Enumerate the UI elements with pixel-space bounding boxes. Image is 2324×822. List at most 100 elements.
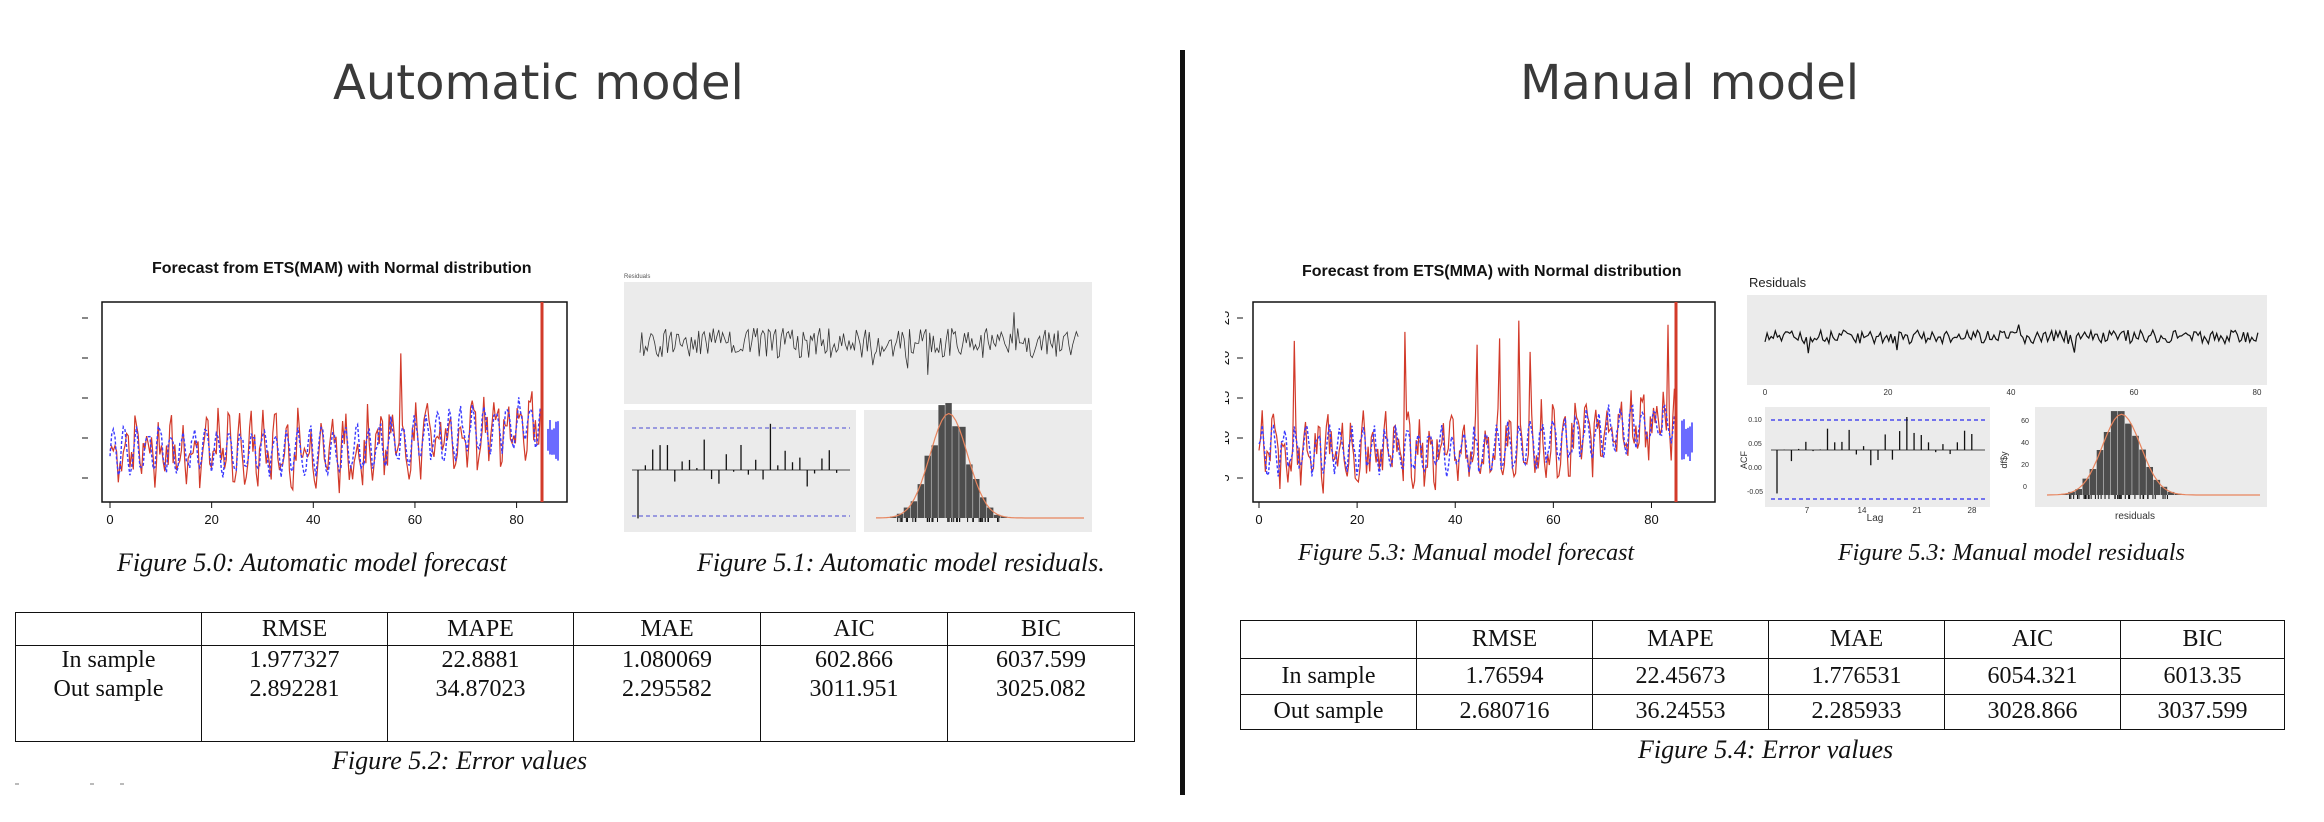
y-tick-label: 20 bbox=[1225, 351, 1232, 365]
histogram-bar bbox=[2068, 491, 2075, 495]
histogram-y-tick-label: 40 bbox=[2021, 440, 2029, 447]
y-tick-label: 5 bbox=[1225, 474, 1232, 481]
histogram-bar bbox=[973, 478, 980, 518]
table-row: In sample 1.76594 22.45673 1.776531 6054… bbox=[1240, 658, 2285, 695]
x-tick-label: 80 bbox=[2253, 388, 2262, 397]
table-cell: 602.866 bbox=[760, 645, 948, 676]
table-cell: Out sample bbox=[1240, 693, 1417, 730]
density-curve bbox=[876, 412, 1084, 519]
table-cell: 3025.082 bbox=[947, 675, 1135, 742]
table-header-cell bbox=[15, 612, 202, 646]
histogram-y-tick-label: 0 bbox=[2023, 484, 2027, 491]
table-cell: In sample bbox=[15, 645, 202, 676]
histogram-bar bbox=[917, 484, 925, 518]
plot-frame bbox=[101, 301, 568, 503]
manual-forecast-title: Forecast from ETS(MMA) with Normal distr… bbox=[1302, 263, 1682, 280]
histogram-bar bbox=[931, 445, 938, 518]
histogram-bar bbox=[959, 426, 966, 518]
table-cell: 3037.599 bbox=[2120, 693, 2285, 730]
x-tick-label: 80 bbox=[1644, 512, 1658, 527]
manual-residuals-panel: Residuals 0 20 40 60 80 ACF Lag 7 14 21 28 0.10 0.05… bbox=[1739, 275, 2267, 524]
acf-y-tick-label: 0.00 bbox=[1748, 465, 1762, 472]
histogram-bar bbox=[993, 514, 1001, 518]
histogram-bar bbox=[2167, 491, 2175, 495]
histogram-y-axis-label: df$y bbox=[1999, 451, 2009, 469]
automatic-residuals-caption: Figure 5.1: Automatic model residuals. bbox=[697, 548, 1105, 577]
histogram-bar bbox=[980, 497, 987, 518]
histogram-bar bbox=[2153, 479, 2161, 495]
residual-line bbox=[1764, 324, 2259, 354]
table-cell: 2.680716 bbox=[1416, 693, 1593, 730]
x-tick-label: 0 bbox=[1763, 388, 1768, 397]
x-tick-label: 40 bbox=[1448, 512, 1462, 527]
table-cell: 2.892281 bbox=[201, 675, 388, 742]
acf-x-tick-label: 14 bbox=[1858, 506, 1867, 515]
histogram-bar bbox=[2103, 431, 2111, 495]
histogram-bar bbox=[986, 507, 994, 518]
manual-forecast-chart: 5 10 15 20 25 0 20 40 60 80 bbox=[1225, 301, 1716, 527]
table-cell: 6037.599 bbox=[947, 645, 1135, 676]
table-header-cell bbox=[1240, 620, 1417, 659]
table-header-cell: BIC bbox=[2120, 620, 2285, 659]
y-tick-label: 25 bbox=[1225, 311, 1232, 325]
residual-line bbox=[639, 312, 1079, 375]
table-cell: Out sample bbox=[15, 675, 202, 742]
histogram-bar bbox=[945, 403, 952, 518]
density-curve bbox=[2046, 413, 2260, 496]
histogram-bar bbox=[2139, 449, 2146, 495]
table-cell: In sample bbox=[1240, 658, 1417, 695]
page-mark bbox=[90, 783, 94, 785]
table-cell: 22.45673 bbox=[1592, 658, 1769, 695]
residuals-title: Residuals bbox=[1749, 275, 1807, 290]
histogram-bar bbox=[2146, 466, 2153, 495]
x-tick-label: 0 bbox=[1255, 512, 1262, 527]
table-row: Out sample 2.892281 34.87023 2.295582 30… bbox=[15, 675, 1135, 742]
manual-table-caption: Figure 5.4: Error values bbox=[1638, 735, 1894, 764]
table-header-cell: AIC bbox=[1944, 620, 2121, 659]
acf-y-tick-label: 0.10 bbox=[1748, 417, 1762, 424]
residual-time-plot-bg bbox=[1747, 295, 2267, 385]
table-row: In sample 1.977327 22.8881 1.080069 602.… bbox=[15, 645, 1135, 676]
acf-y-tick-label: 0.05 bbox=[1748, 441, 1762, 448]
x-tick-label: 60 bbox=[2130, 388, 2139, 397]
histogram-bar bbox=[952, 426, 959, 518]
automatic-error-table: RMSE MAPE MAE AIC BIC In sample 1.977327… bbox=[15, 612, 1135, 742]
histogram-bar bbox=[2096, 449, 2104, 495]
acf-x-tick-label: 28 bbox=[1968, 506, 1977, 515]
table-cell: 1.977327 bbox=[201, 645, 388, 676]
acf-y-tick-label: -0.05 bbox=[1747, 489, 1763, 496]
x-tick-label: 20 bbox=[204, 512, 218, 527]
automatic-residuals-panel: Residuals bbox=[624, 274, 1092, 532]
histogram-bar bbox=[924, 455, 931, 518]
histogram-bar bbox=[2125, 423, 2132, 495]
residuals-title: Residuals bbox=[624, 274, 650, 280]
automatic-model-heading: Automatic model bbox=[333, 55, 744, 111]
acf-y-axis-label: ACF bbox=[1739, 450, 1749, 469]
x-tick-label: 60 bbox=[408, 512, 422, 527]
x-tick-label: 40 bbox=[2007, 388, 2016, 397]
x-tick-label: 0 bbox=[106, 512, 113, 527]
section-divider bbox=[1180, 50, 1185, 795]
observed-series-line bbox=[1258, 320, 1675, 494]
x-tick-label: 20 bbox=[1350, 512, 1364, 527]
histogram-bar bbox=[2110, 411, 2118, 495]
histogram-bar bbox=[966, 464, 973, 518]
automatic-table-caption: Figure 5.2: Error values bbox=[332, 746, 588, 775]
manual-model-heading: Manual model bbox=[1520, 55, 1860, 111]
table-cell: 1.76594 bbox=[1416, 658, 1593, 695]
table-header-cell: RMSE bbox=[1416, 620, 1593, 659]
plot-frame bbox=[1252, 301, 1716, 503]
histogram-bar bbox=[2082, 478, 2090, 495]
fitted-series-line bbox=[1258, 404, 1676, 478]
x-tick-label: 80 bbox=[509, 512, 523, 527]
histogram-bar bbox=[2075, 489, 2082, 495]
acf-x-axis-label: Lag bbox=[1867, 513, 1884, 524]
histogram-bar bbox=[938, 405, 945, 518]
y-tick-label: 10 bbox=[1225, 431, 1232, 445]
fitted-series-line bbox=[109, 397, 541, 478]
histogram-bar bbox=[910, 501, 918, 518]
acf-x-tick-label: 21 bbox=[1913, 506, 1922, 515]
acf-plot-bg bbox=[624, 410, 856, 532]
acf-x-tick-label: 7 bbox=[1805, 506, 1810, 515]
